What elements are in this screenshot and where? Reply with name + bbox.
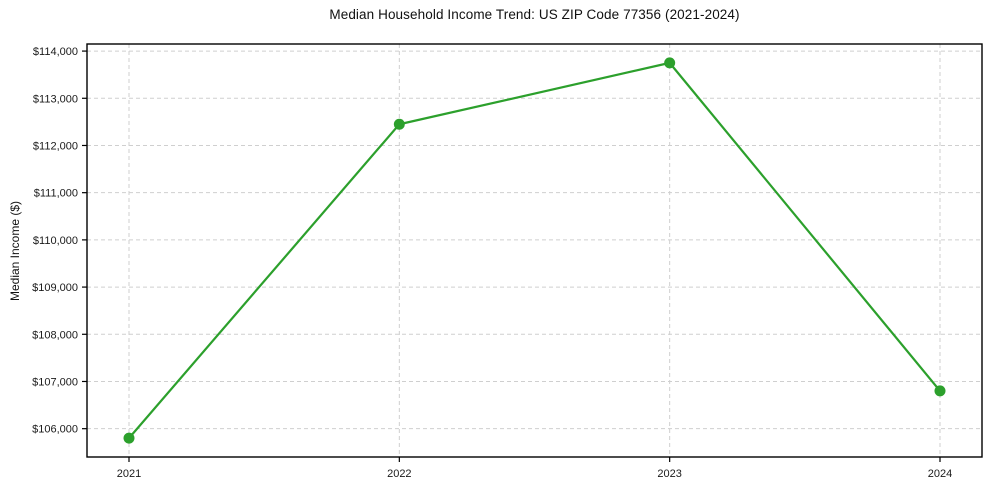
y-tick-label: $112,000	[33, 140, 78, 152]
y-tick-label: $106,000	[32, 424, 78, 436]
y-tick-label: $110,000	[33, 235, 78, 247]
x-tick-label: 2024	[928, 468, 952, 480]
data-point-marker	[123, 432, 135, 444]
plot-border	[86, 43, 983, 458]
data-point-marker	[664, 57, 676, 69]
data-point-marker	[393, 118, 405, 130]
chart-title: Median Household Income Trend: US ZIP Co…	[329, 7, 740, 22]
x-tick-label: 2021	[117, 468, 141, 480]
y-tick-label: $108,000	[32, 329, 78, 341]
y-tick-label: $109,000	[32, 282, 78, 294]
x-tick-label: 2023	[657, 468, 681, 480]
x-tick-label: 2022	[387, 468, 411, 480]
y-tick-label: $114,000	[33, 46, 78, 58]
y-tick-label: $107,000	[32, 376, 78, 388]
y-tick-label: $111,000	[34, 188, 78, 200]
trend-line	[128, 61, 941, 439]
y-tick-label: $113,000	[33, 93, 78, 105]
data-point-marker	[934, 385, 946, 397]
